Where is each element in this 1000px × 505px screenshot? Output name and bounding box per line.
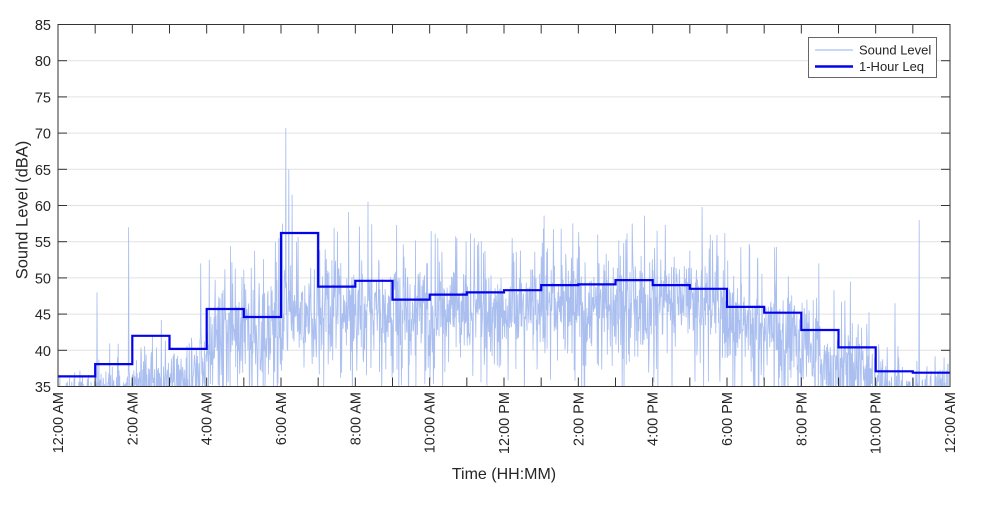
svg-text:6:00 PM: 6:00 PM (720, 392, 736, 446)
svg-text:10:00 AM: 10:00 AM (423, 392, 439, 453)
svg-text:Sound Level: Sound Level (859, 43, 931, 58)
svg-text:4:00 PM: 4:00 PM (646, 392, 662, 446)
svg-text:12:00 AM: 12:00 AM (51, 392, 67, 453)
svg-text:2:00 PM: 2:00 PM (571, 392, 587, 446)
svg-text:4:00 AM: 4:00 AM (200, 392, 216, 445)
svg-text:35: 35 (35, 380, 51, 396)
svg-text:65: 65 (35, 163, 51, 179)
svg-text:45: 45 (35, 308, 51, 324)
svg-text:80: 80 (35, 54, 51, 70)
svg-text:1-Hour Leq: 1-Hour Leq (859, 59, 924, 74)
svg-text:70: 70 (35, 127, 51, 143)
svg-text:8:00 PM: 8:00 PM (794, 392, 810, 446)
svg-text:12:00 PM: 12:00 PM (497, 392, 513, 454)
svg-text:6:00 AM: 6:00 AM (274, 392, 290, 445)
svg-text:10:00 PM: 10:00 PM (869, 392, 885, 454)
svg-text:50: 50 (35, 271, 51, 287)
svg-text:2:00 AM: 2:00 AM (125, 392, 141, 445)
svg-text:Time (HH:MM): Time (HH:MM) (452, 466, 556, 483)
svg-text:75: 75 (35, 90, 51, 106)
svg-text:40: 40 (35, 344, 51, 360)
svg-text:Sound Level (dBA): Sound Level (dBA) (14, 141, 32, 280)
svg-text:85: 85 (35, 18, 51, 34)
svg-text:55: 55 (35, 235, 51, 251)
svg-text:8:00 AM: 8:00 AM (348, 392, 364, 445)
svg-text:12:00 AM: 12:00 AM (943, 392, 959, 453)
svg-text:60: 60 (35, 199, 51, 215)
